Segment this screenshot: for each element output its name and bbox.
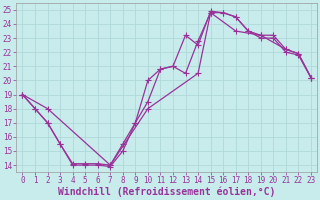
- X-axis label: Windchill (Refroidissement éolien,°C): Windchill (Refroidissement éolien,°C): [58, 187, 276, 197]
